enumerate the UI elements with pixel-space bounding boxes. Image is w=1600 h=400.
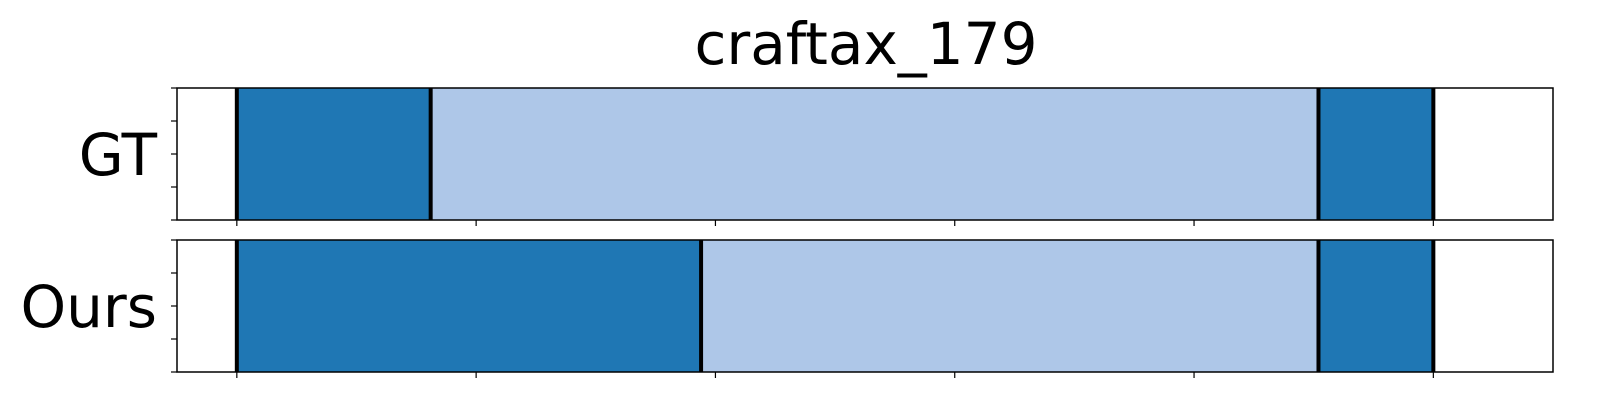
- row-label-0: GT: [79, 121, 158, 189]
- rows-group: GT Ours: [21, 87, 1554, 378]
- segment-0-0: [236, 88, 431, 220]
- row-label-1: Ours: [21, 273, 157, 341]
- segment-1-1: [701, 240, 1319, 372]
- chart-title: craftax_179: [695, 10, 1038, 78]
- segment-0-2: [1318, 88, 1434, 220]
- segment-1-2: [1318, 240, 1434, 372]
- segment-1-0: [236, 240, 702, 372]
- segment-0-1: [430, 88, 1319, 220]
